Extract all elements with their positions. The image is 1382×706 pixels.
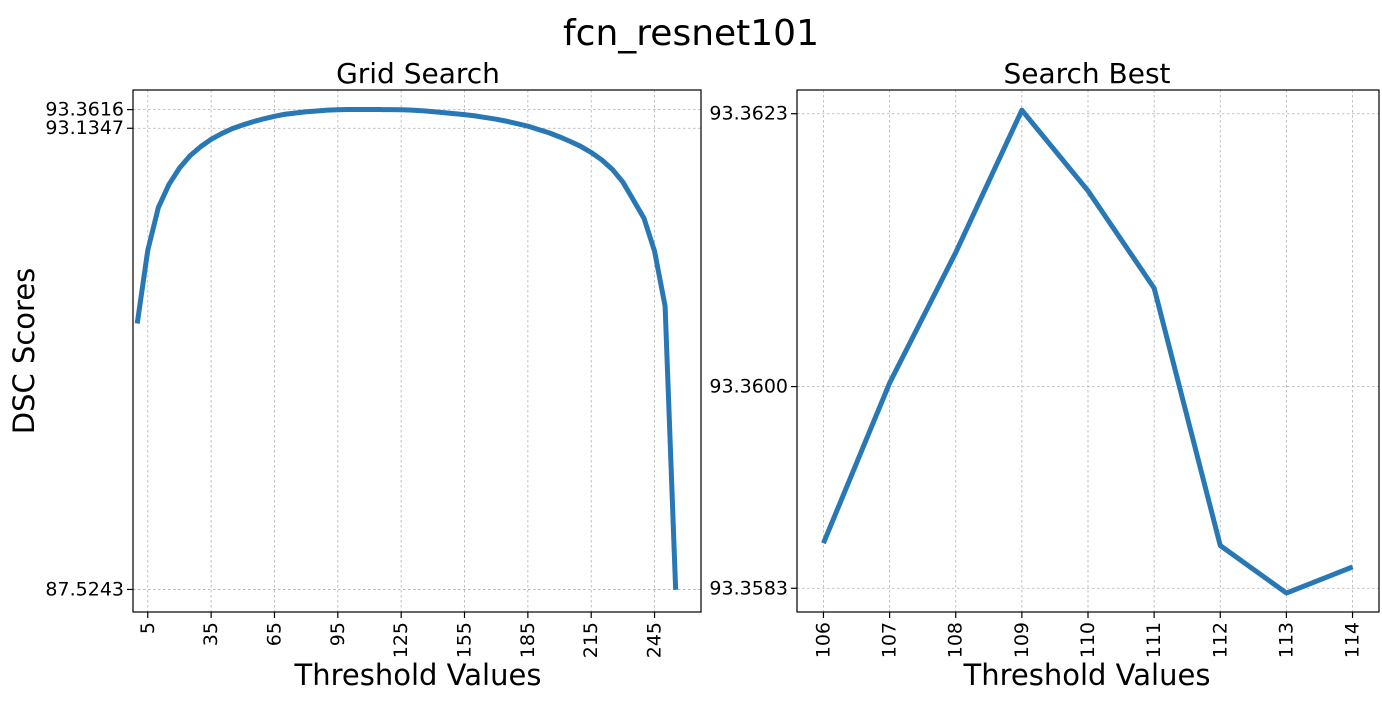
x-tick-label: 125: [390, 622, 412, 658]
grid-search-panel: Grid Search Threshold Values DSC Scores …: [7, 57, 702, 692]
series-line: [821, 107, 1354, 596]
x-tick-label: 111: [1143, 622, 1165, 658]
y-tick-label: 93.1347: [45, 117, 124, 139]
grid-search-ylabel: DSC Scores: [7, 268, 41, 435]
x-tick-label: 106: [812, 622, 834, 658]
x-tick-label: 245: [644, 622, 666, 658]
x-tick-label: 112: [1209, 622, 1231, 658]
plot-frame: [132, 89, 702, 613]
x-tick-label: 107: [879, 622, 901, 658]
x-tick-label: 113: [1275, 622, 1297, 658]
y-tick-label: 93.3616: [45, 99, 124, 121]
x-tick-label: 185: [517, 622, 539, 658]
search-best-panel: Search Best Threshold Values 106 107 108 10…: [709, 57, 1380, 692]
y-tick-label: 93.3623: [709, 103, 788, 125]
x-tick-label: 5: [137, 622, 159, 634]
figure-suptitle: fcn_resnet101: [563, 13, 819, 54]
x-tick-label: 95: [327, 622, 349, 646]
x-tick-label: 108: [945, 622, 967, 658]
x-tick-label: 155: [454, 622, 476, 658]
search-best-title: Search Best: [1003, 57, 1170, 90]
grid-search-xlabel: Threshold Values: [294, 658, 542, 692]
series-line: [134, 107, 679, 590]
y-tick-label: 93.3583: [709, 577, 788, 599]
x-tick-label: 65: [263, 622, 285, 646]
x-tick-label: 110: [1077, 622, 1099, 658]
x-tick-label: 35: [200, 622, 222, 646]
y-tick-label: 93.3600: [709, 376, 788, 398]
x-tick-label: 114: [1342, 622, 1364, 658]
y-tick-label: 87.5243: [45, 578, 124, 600]
search-best-xlabel: Threshold Values: [963, 658, 1211, 692]
grid-search-title: Grid Search: [336, 57, 500, 90]
x-tick-label: 215: [580, 622, 602, 658]
x-tick-label: 109: [1011, 622, 1033, 658]
